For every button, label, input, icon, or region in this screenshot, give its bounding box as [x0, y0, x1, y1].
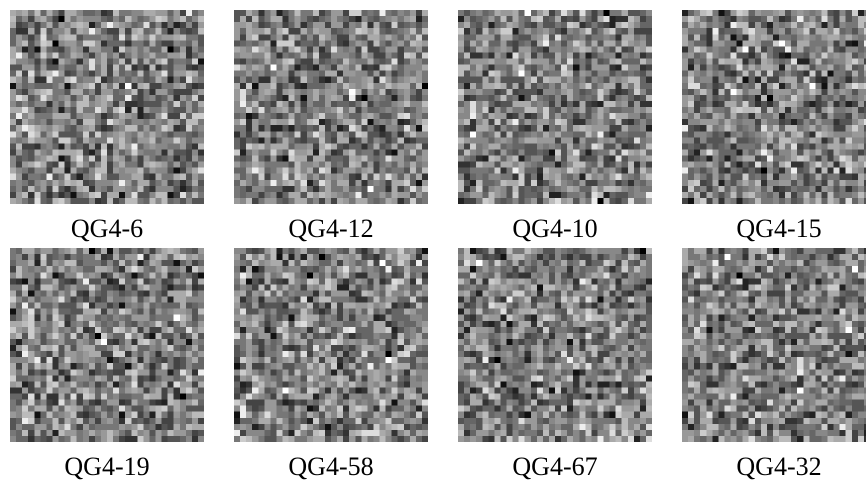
noise-image [682, 248, 866, 442]
noise-panel: QG4-10 [458, 10, 652, 244]
panel-label: QG4-15 [682, 214, 866, 244]
noise-pixels [737, 272, 743, 278]
noise-pixels [125, 83, 131, 89]
noise-panel: QG4-15 [682, 10, 866, 244]
figure: QG4-6 QG4-12 QG4-10 QG4-15 QG4-19 QG4-58 QG4-6… [0, 0, 866, 483]
panel-label: QG4-10 [458, 214, 652, 244]
noise-panel: QG4-67 [458, 248, 652, 482]
noise-image [458, 10, 652, 204]
noise-panel: QG4-12 [234, 10, 428, 244]
noise-panel: QG4-6 [10, 10, 204, 244]
panel-label: QG4-32 [682, 452, 866, 482]
noise-panel: QG4-32 [682, 248, 866, 482]
noise-image [234, 248, 428, 442]
noise-panel: QG4-19 [10, 248, 204, 482]
panel-label: QG4-67 [458, 452, 652, 482]
noise-image [10, 248, 204, 442]
noise-image [234, 10, 428, 204]
noise-image [10, 10, 204, 204]
noise-panel: QG4-58 [234, 248, 428, 482]
panel-label: QG4-12 [234, 214, 428, 244]
panel-label: QG4-19 [10, 452, 204, 482]
noise-pixels [476, 260, 482, 266]
noise-image [458, 248, 652, 442]
noise-image [682, 10, 866, 204]
panel-label: QG4-58 [234, 452, 428, 482]
panel-label: QG4-6 [10, 214, 204, 244]
